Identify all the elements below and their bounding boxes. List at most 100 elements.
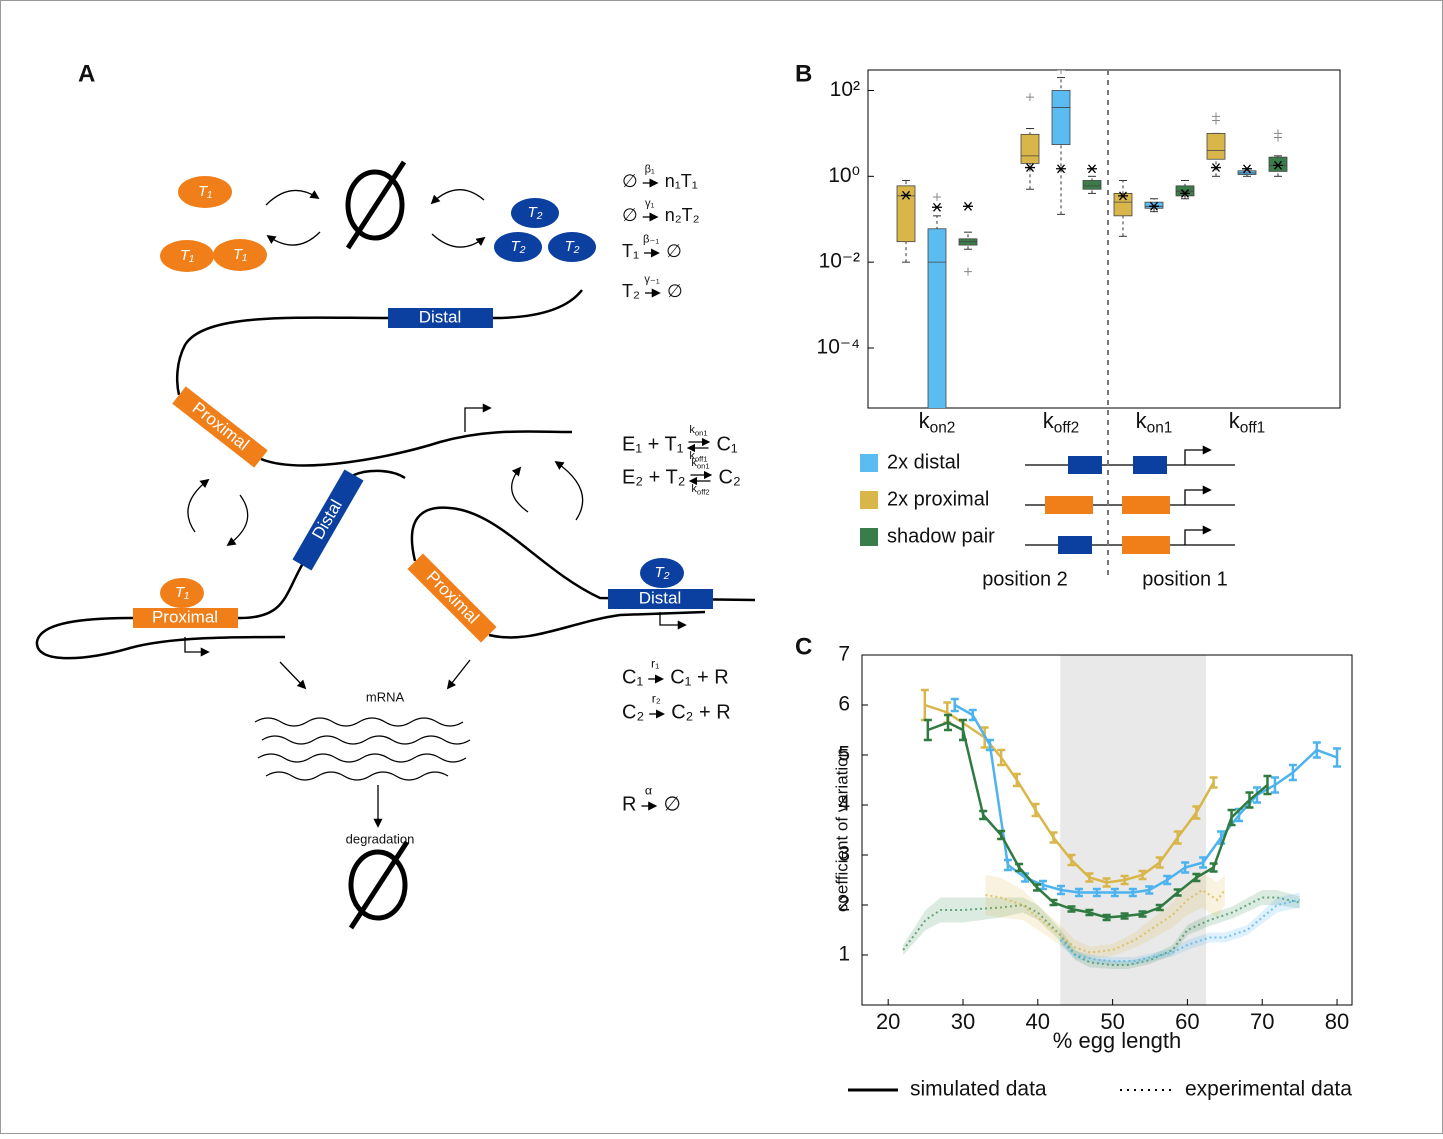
curved-arrow — [266, 231, 321, 246]
box — [1144, 201, 1164, 209]
tf-label: T₁ — [198, 183, 212, 200]
box — [1206, 132, 1226, 160]
schematic-distal — [1058, 536, 1092, 554]
subscript: off2 — [1054, 420, 1079, 437]
curved-arrow — [265, 189, 320, 206]
reaction-rhs: n₂T₂ — [665, 205, 700, 225]
schematic-proximal — [1045, 496, 1093, 514]
tf-label: T₂ — [511, 238, 526, 255]
rate: r₂ — [652, 691, 661, 705]
tf-label: T₁ — [233, 246, 247, 263]
outlier — [964, 267, 972, 276]
star-marker — [1087, 164, 1097, 174]
symbol: k — [691, 483, 697, 495]
error-bar — [1173, 888, 1182, 897]
proximal-box — [407, 553, 497, 643]
star-marker — [1211, 163, 1221, 172]
dna-strand — [175, 289, 583, 467]
panel-label: A — [78, 60, 95, 87]
rate-constant: koff1 — [1229, 408, 1265, 437]
symbol: k — [1043, 408, 1055, 433]
error-bar — [1145, 885, 1154, 895]
error-bar — [1192, 872, 1201, 883]
y-tick-label: 4 — [838, 793, 850, 816]
error-bar — [1245, 791, 1254, 809]
enhancer-label: Proximal — [152, 607, 218, 626]
tf-t1 — [178, 176, 232, 208]
experimental-line — [985, 888, 1226, 954]
box — [1051, 90, 1071, 145]
tf-label: T₁ — [175, 584, 189, 601]
distal-enhancer — [388, 308, 493, 328]
curved-arrow — [554, 460, 584, 521]
rate-constant: kon1 — [689, 424, 707, 437]
curved-arrow — [226, 494, 249, 547]
tf-t2 — [494, 232, 542, 262]
y-tick-label: 2 — [838, 893, 850, 916]
reaction-rhs: n₁T₁ — [665, 171, 698, 191]
box — [896, 185, 916, 243]
panel-label: C — [795, 633, 812, 660]
error-bar — [1012, 772, 1021, 788]
y-tick-label: 10² — [830, 78, 860, 101]
y-tick-label: 5 — [838, 743, 850, 766]
box — [1113, 192, 1133, 217]
schematic-proximal — [1122, 536, 1170, 554]
panel-label: B — [795, 60, 812, 87]
outlier — [1057, 70, 1065, 74]
rate-constant: kon1 — [1136, 408, 1173, 437]
boxes — [896, 70, 1288, 408]
error-bar — [968, 708, 977, 722]
y-tick-label: 1 — [838, 943, 850, 966]
error-bar — [985, 738, 994, 752]
star-marker — [932, 202, 942, 212]
mrna — [254, 717, 464, 727]
error-bar — [1092, 887, 1101, 898]
enhancer-label: Distal — [419, 307, 462, 326]
subscript: on1 — [697, 461, 710, 470]
error-bar — [1031, 802, 1040, 818]
error-bar — [1181, 861, 1190, 874]
legend-label: 2x distal — [887, 451, 960, 473]
reaction-rhs: C₁ + R — [670, 666, 728, 688]
reaction-lhs: R — [622, 793, 636, 815]
error-bar — [1049, 831, 1058, 844]
x-tick-label: 60 — [1175, 1009, 1199, 1034]
reaction-lhs: C₁ — [622, 666, 643, 688]
legend-swatch — [860, 454, 878, 472]
error-bar — [997, 748, 1006, 767]
schematic-promoter — [1184, 485, 1212, 505]
rate-constant: kon2 — [919, 408, 956, 437]
reaction-lhs: C₂ — [622, 701, 644, 723]
distal-box — [292, 469, 364, 571]
subscript: off1 — [695, 454, 708, 463]
x-tick-label: 70 — [1250, 1009, 1274, 1034]
star-marker — [1273, 160, 1283, 170]
promoter-arrow — [184, 637, 210, 657]
error-bar — [958, 718, 967, 742]
degradation-label: degradation — [346, 831, 415, 846]
symbol: k — [1229, 408, 1241, 433]
reaction-rhs: C₁ — [716, 433, 737, 455]
rate: γ₋₁ — [644, 273, 659, 285]
box — [1082, 180, 1102, 190]
error-bar — [1067, 905, 1076, 913]
legend-label: simulated data — [910, 1078, 1047, 1101]
mrna — [265, 771, 449, 781]
promoter-arrow — [464, 403, 492, 432]
dna-strand — [410, 506, 756, 639]
star-marker — [1025, 163, 1035, 172]
plot-frame — [867, 69, 1341, 409]
simulated-line — [924, 703, 1215, 884]
error-bar — [1333, 747, 1342, 768]
error-bar — [1138, 910, 1147, 918]
error-bar — [1199, 856, 1208, 869]
y-axis-label: coefficient of variation — [832, 748, 851, 912]
reaction-rhs: ∅ — [666, 241, 682, 261]
tf-t2 — [511, 198, 559, 228]
experimental-line — [1059, 899, 1300, 962]
error-bar — [1102, 877, 1111, 888]
null-symbol — [348, 840, 410, 930]
error-bar — [1227, 808, 1236, 827]
